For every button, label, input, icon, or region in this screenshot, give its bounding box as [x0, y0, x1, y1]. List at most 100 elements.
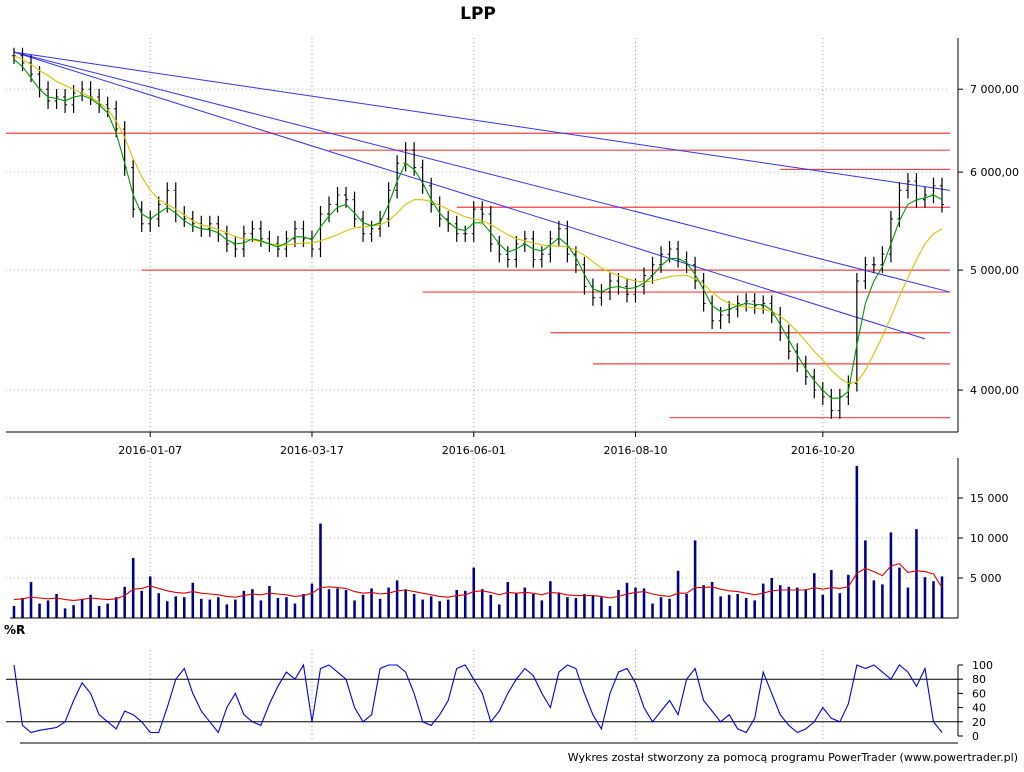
volume-bar	[72, 605, 75, 618]
volume-bar	[463, 590, 467, 618]
volume-bar	[353, 600, 356, 618]
volume-bar	[761, 583, 765, 618]
price-y-tick-label: 5 000,00	[970, 264, 1019, 277]
volume-bar	[276, 598, 280, 618]
volume-bar	[625, 582, 629, 618]
volume-bar	[889, 532, 893, 618]
volume-bar	[242, 590, 246, 618]
volume-bar	[123, 586, 126, 618]
volume-y-tick-label: 5 000	[970, 572, 1002, 585]
volume-bar	[804, 589, 808, 618]
volume-bar	[549, 581, 552, 618]
volume-bar	[131, 558, 135, 618]
volume-bar	[795, 587, 799, 618]
volume-bar	[676, 570, 680, 618]
volume-bar	[80, 598, 84, 618]
volume-bar	[259, 600, 263, 618]
volume-bar	[515, 593, 518, 618]
price-y-tick-label: 4 000,00	[970, 384, 1019, 397]
volume-bar	[532, 594, 535, 618]
volume-bar	[38, 603, 41, 618]
volume-bar	[872, 580, 876, 618]
volume-bar	[693, 540, 697, 618]
volume-bar	[97, 606, 101, 618]
price-x-tick-label: 2016-06-01	[442, 444, 506, 457]
volume-bar	[29, 582, 33, 618]
volume-bar	[770, 578, 774, 618]
volume-bar	[847, 574, 850, 618]
volume-bar	[336, 588, 339, 618]
volume-bar	[404, 589, 407, 618]
volume-bar	[63, 608, 67, 618]
volume-bar	[736, 594, 739, 618]
volume-bar	[140, 590, 143, 618]
volume-bar	[182, 597, 186, 618]
volume-bar	[438, 601, 441, 618]
volume-bar	[12, 606, 16, 618]
volume-bar	[915, 529, 918, 618]
volume-bar	[617, 590, 620, 618]
volume-bar	[200, 598, 203, 618]
volume-bar	[429, 596, 433, 618]
volume-bar	[659, 597, 663, 618]
volume-bar	[540, 600, 544, 618]
volume-bar	[89, 594, 92, 618]
volume-bar	[165, 601, 169, 618]
volume-bar	[608, 606, 612, 618]
volume-bar	[302, 594, 305, 618]
price-y-tick-label: 6 000,00	[970, 166, 1019, 179]
volume-bar	[191, 582, 195, 618]
volume-bar	[455, 590, 458, 618]
volume-bar	[906, 587, 910, 618]
price-x-tick-label: 2016-10-20	[791, 444, 855, 457]
volume-bar	[370, 588, 373, 618]
volume-bar	[319, 523, 322, 618]
volume-bar	[498, 604, 501, 618]
volume-bar	[361, 594, 365, 618]
volume-bar	[932, 581, 935, 618]
price-x-tick-label: 2016-08-10	[604, 444, 668, 457]
oscillator-y-tick-label: 0	[972, 730, 979, 743]
volume-bar	[634, 587, 637, 618]
oscillator-y-tick-label: 80	[972, 673, 986, 686]
volume-bar	[821, 594, 825, 618]
volume-bar	[557, 592, 561, 618]
volume-bar	[744, 598, 748, 618]
volume-bar	[727, 594, 731, 618]
volume-bar	[813, 573, 816, 618]
volume-bar	[710, 582, 714, 618]
trendline	[13, 51, 951, 191]
williams-r-line	[13, 663, 943, 734]
volume-bar	[285, 597, 288, 618]
volume-bar	[830, 570, 833, 618]
volume-moving-average-line	[13, 562, 943, 601]
volume-bar	[251, 589, 254, 618]
volume-bar	[523, 587, 527, 618]
chart-title: LPP	[460, 4, 496, 24]
trendline	[13, 51, 951, 293]
volume-bar	[106, 603, 109, 618]
volume-bar	[174, 596, 178, 618]
volume-bar	[566, 597, 569, 618]
volume-bar	[864, 540, 867, 618]
volume-bar	[838, 593, 842, 618]
volume-bar	[583, 594, 586, 618]
volume-bar	[21, 598, 24, 618]
volume-bar	[421, 599, 424, 618]
price-x-tick-label: 2016-01-07	[118, 444, 182, 457]
volume-bar	[114, 597, 118, 618]
volume-bar	[480, 589, 484, 618]
oscillator-title: %R	[4, 623, 25, 637]
volume-bar	[702, 585, 705, 618]
volume-bar	[446, 599, 450, 618]
volume-bar	[940, 576, 944, 618]
volume-bar	[293, 603, 297, 618]
volume-bar	[651, 603, 654, 618]
volume-bar	[327, 589, 331, 618]
oscillator-y-tick-label: 20	[972, 716, 986, 729]
volume-bar	[157, 593, 161, 618]
volume-bar	[668, 598, 671, 618]
price-y-tick-label: 7 000,00	[970, 83, 1019, 96]
